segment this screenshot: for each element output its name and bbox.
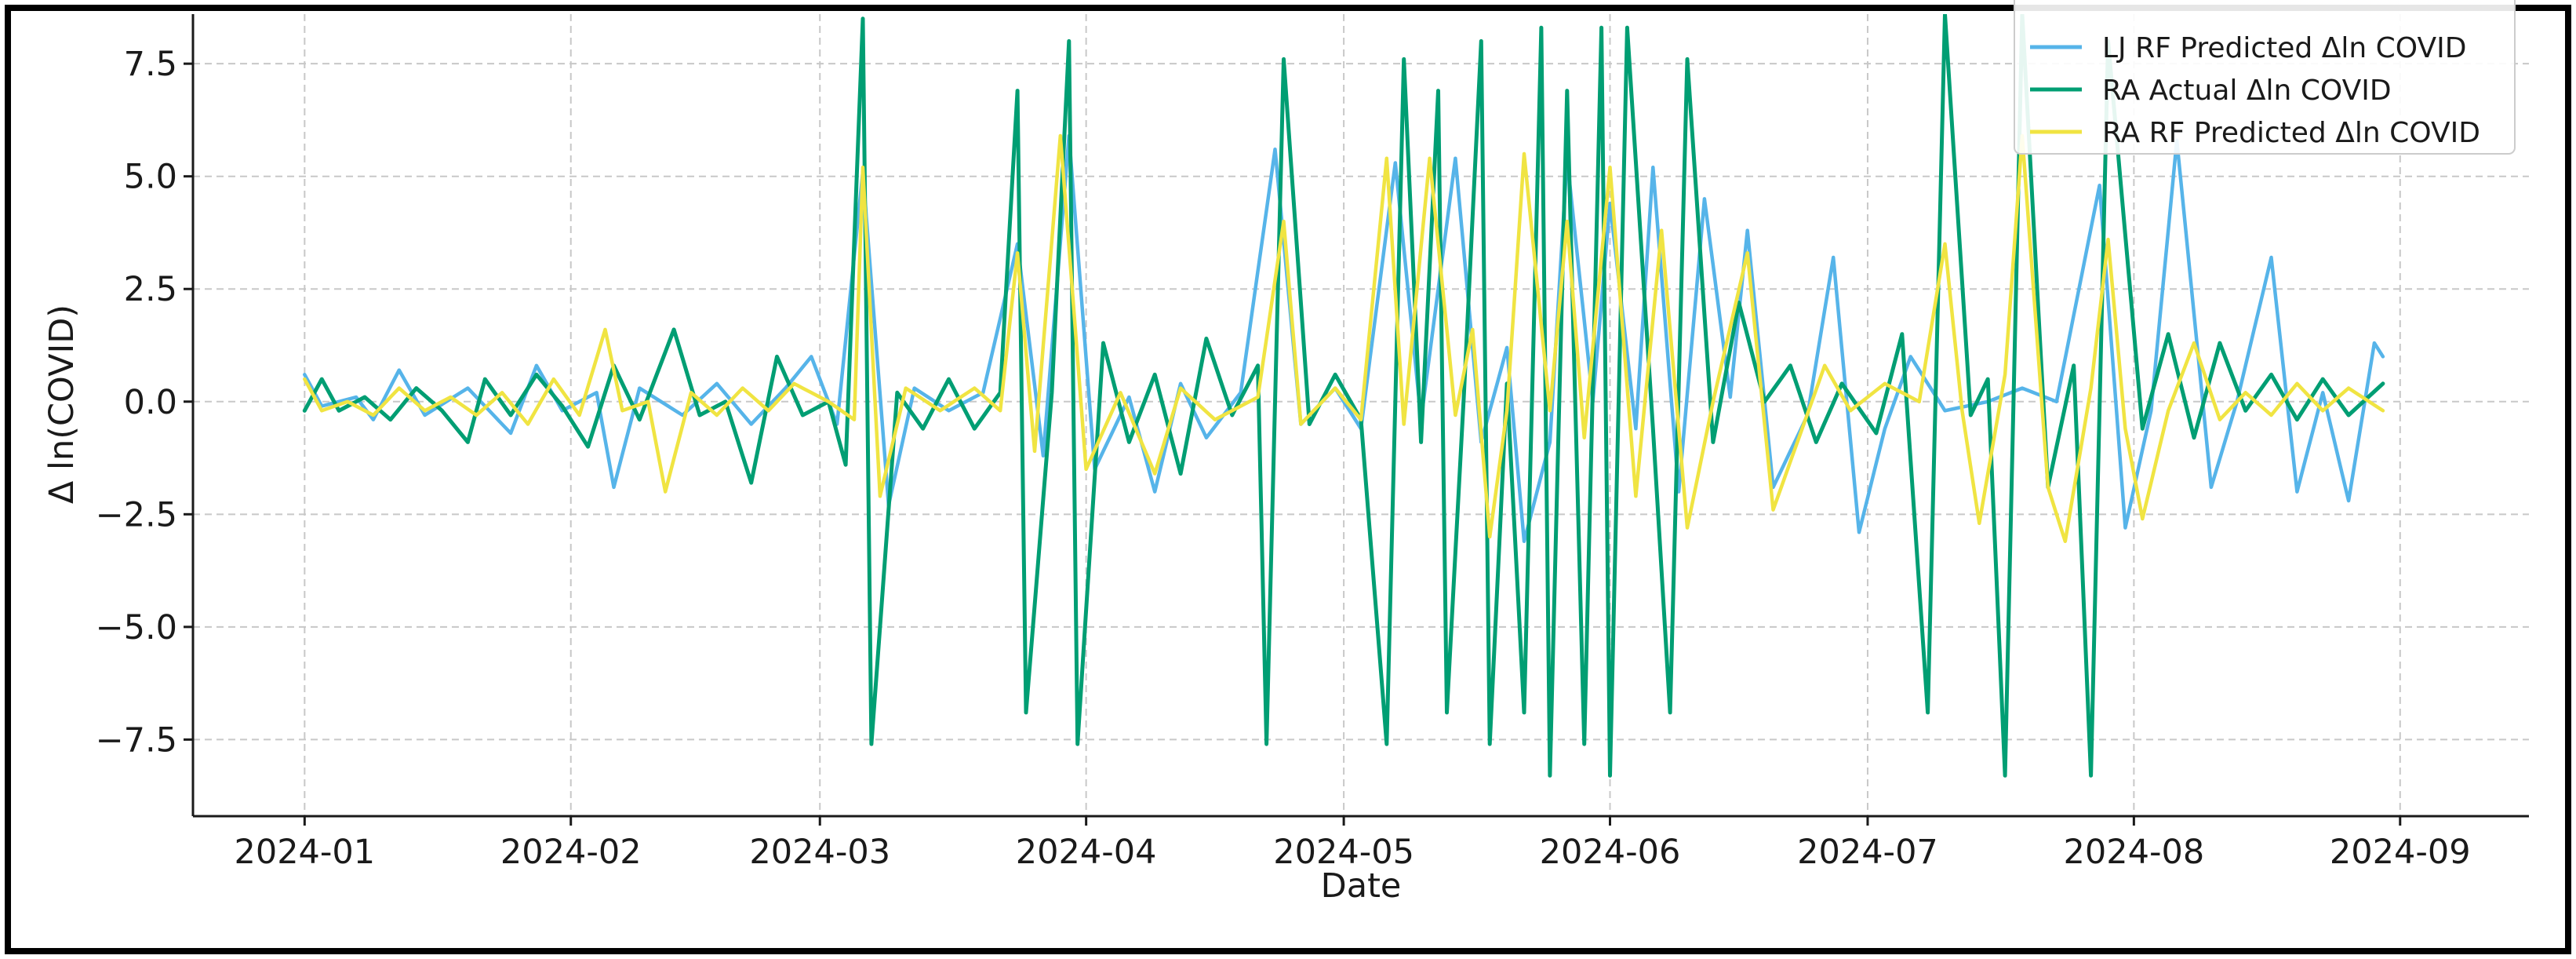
legend: LJ RF Predicted Δln COVID RA Actual Δln C… [2014, 0, 2516, 155]
y-axis-ticks: 7.5 5.0 2.5 0.0 −2.5 −5.0 −7.5 [96, 45, 193, 760]
series-line-1 [303, 133, 2385, 544]
x-tick-label: 2024-08 [2064, 833, 2205, 872]
x-tick-label: 2024-02 [500, 833, 642, 872]
x-tick-label: 2024-03 [749, 833, 890, 872]
axes [191, 14, 2529, 818]
x-tick-label: 2024-04 [1016, 833, 1157, 872]
series-line-3 [303, 133, 2385, 544]
y-axis-label: Δ ln(COVID) [42, 304, 82, 504]
x-axis-label: Date [1321, 866, 1402, 906]
series-layer [302, 14, 2385, 778]
x-tick-label: 2024-01 [234, 833, 375, 872]
x-tick-label: 2024-05 [1273, 833, 1414, 872]
legend-box [2014, 0, 2516, 155]
outer-frame [5, 5, 2571, 954]
y-tick-label: 0.0 [124, 383, 177, 422]
y-tick-label: −7.5 [96, 720, 177, 760]
y-tick-label: 5.0 [124, 158, 177, 197]
y-tick-label: −2.5 [96, 495, 177, 534]
y-tick-label: 7.5 [124, 45, 177, 84]
legend-label: LJ RF Predicted Δln COVID [2102, 32, 2466, 64]
x-tick-label: 2024-07 [1797, 833, 1938, 872]
x-tick-label: 2024-06 [1540, 833, 1681, 872]
y-tick-label: 2.5 [124, 270, 177, 309]
legend-label: RA Actual Δln COVID [2102, 75, 2392, 107]
x-axis-ticks: 2024-01 2024-02 2024-03 2024-04 2024-05 2024-… [234, 816, 2471, 872]
x-tick-label: 2024-09 [2330, 833, 2471, 872]
y-tick-label: −5.0 [96, 608, 177, 647]
series-line-2 [302, 14, 2385, 778]
legend-label: RA RF Predicted Δln COVID [2102, 117, 2480, 149]
